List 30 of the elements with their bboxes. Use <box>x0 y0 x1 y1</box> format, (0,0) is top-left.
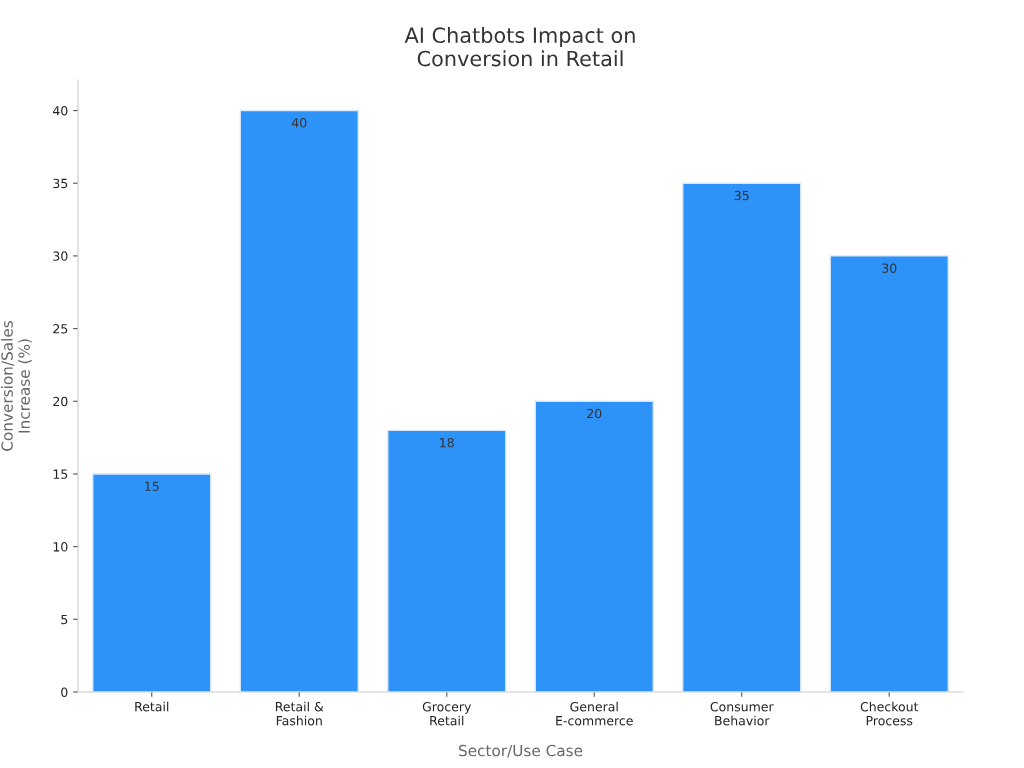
bar <box>534 400 654 692</box>
y-tick-label: 35 <box>53 178 68 189</box>
y-tick-label: 20 <box>53 396 68 407</box>
bar <box>92 473 212 692</box>
x-tick-label: Consumer Behavior <box>710 701 774 726</box>
data-label: 20 <box>587 408 602 419</box>
x-axis-title: Sector/Use Case <box>458 744 583 758</box>
data-label: 40 <box>291 118 307 128</box>
x-tick-label: General E-commerce <box>556 701 633 726</box>
x-tick-label: Retail <box>135 701 169 712</box>
data-label: 35 <box>734 190 749 201</box>
y-tick-label: 0 <box>61 687 68 697</box>
y-tick-label: 10 <box>53 542 68 552</box>
y-tick-label: 40 <box>52 106 68 116</box>
x-tick-label: Grocery Retail <box>422 701 472 726</box>
data-label: 18 <box>440 437 454 448</box>
y-tick-label: 30 <box>53 251 68 261</box>
bar <box>239 109 359 692</box>
bar <box>682 182 802 692</box>
y-axis-title: Conversion/Sales Increase (%) <box>1 321 32 451</box>
bar <box>829 255 949 692</box>
bar <box>387 429 507 692</box>
chart-title: AI Chatbots Impact on Conversion in Retail <box>404 26 635 67</box>
y-tick-label: 5 <box>61 614 68 625</box>
data-label: 15 <box>145 481 159 491</box>
data-label: 30 <box>882 263 897 273</box>
x-tick-label: Retail & Fashion <box>275 701 324 726</box>
y-tick-label: 25 <box>53 324 68 334</box>
x-tick-label: Checkout Process <box>860 701 919 726</box>
y-tick-label: 15 <box>53 469 68 479</box>
